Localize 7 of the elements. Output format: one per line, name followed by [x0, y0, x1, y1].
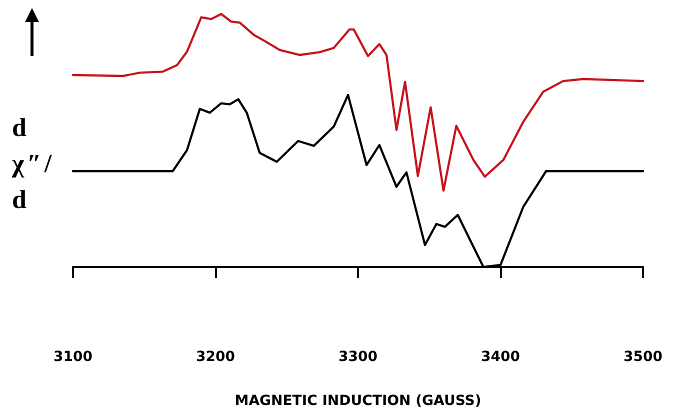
y-axis-title: dχ″/d: [12, 112, 55, 216]
x-tick-label: 3500: [624, 349, 663, 365]
x-tick-label: 3100: [54, 349, 93, 365]
x-tick-label: 3300: [338, 349, 378, 365]
x-tick-label: 3400: [481, 349, 520, 365]
x-axis-title: MAGNETIC INDUCTION (GAUSS): [234, 393, 482, 409]
x-tick-label: 3200: [196, 349, 236, 365]
